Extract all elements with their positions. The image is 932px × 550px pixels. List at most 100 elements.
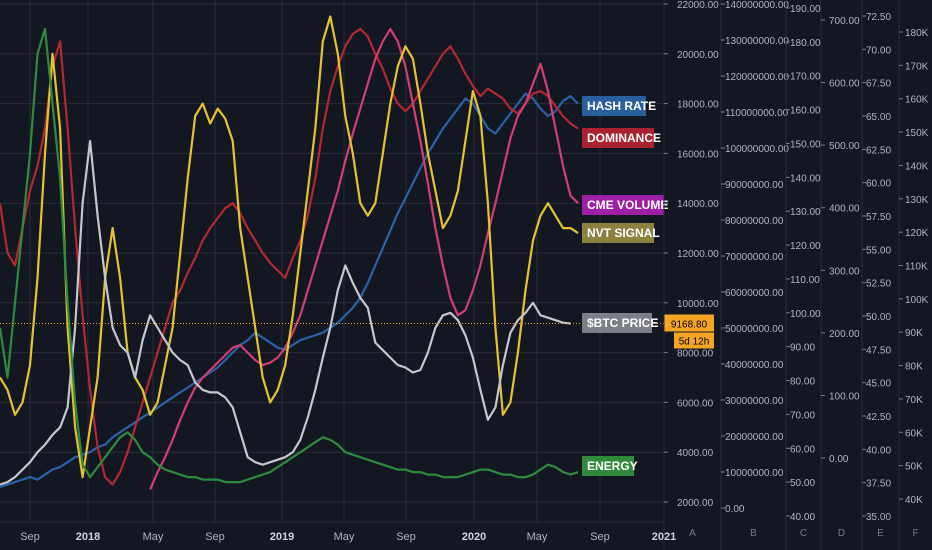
legend-label: $BTC PRICE	[587, 316, 658, 330]
legend-box[interactable]	[582, 128, 654, 148]
scale-d-label: 200.00	[829, 329, 860, 340]
scale-a-label: 14000.00	[677, 199, 719, 210]
scale-a-label: 20000.00	[677, 50, 719, 61]
scale-c-label: 40.00	[790, 512, 815, 523]
x-tick-label: 2019	[270, 531, 294, 543]
scale-a-label: 16000.00	[677, 149, 719, 160]
legend-box[interactable]	[582, 195, 664, 215]
legend-label: ENERGY	[587, 459, 638, 473]
scale-e-label: 42.50	[866, 412, 891, 423]
scale-b-label: 120000000.00	[725, 72, 789, 83]
series-line-dominance	[0, 27, 579, 486]
series-line-nvt-signal	[0, 15, 579, 479]
x-tick-label: May	[143, 531, 164, 543]
scale-a-label: 18000.00	[677, 100, 719, 111]
scale-d-label: 700.00	[829, 16, 860, 27]
scale-e-label: 60.00	[866, 179, 891, 190]
scale-e-label: 35.00	[866, 512, 891, 523]
x-tick-label: May	[527, 531, 548, 543]
scale-e-label: 40.00	[866, 445, 891, 456]
scale-b-label: 10000000.00	[725, 468, 784, 479]
scale-f-label: 100K	[905, 295, 929, 306]
scale-c-label: 50.00	[790, 478, 815, 489]
scale-e-label: 52.50	[866, 279, 891, 290]
legend-label: HASH RATE	[587, 99, 656, 113]
scale-f-label: 130K	[905, 195, 929, 206]
scale-letter-e[interactable]: E	[877, 528, 884, 539]
scale-letter-f[interactable]: F	[912, 528, 918, 539]
x-tick-label: May	[334, 531, 355, 543]
scale-b-label: 0.00	[725, 504, 745, 515]
scale-a-label: 4000.00	[677, 448, 714, 459]
legend-box[interactable]	[582, 223, 654, 243]
scale-letter-b[interactable]: B	[750, 528, 757, 539]
scale-c-label: 180.00	[790, 38, 821, 49]
legend-box[interactable]	[582, 313, 652, 333]
scale-f-label: 70K	[905, 395, 923, 406]
scale-f-label: 160K	[905, 95, 929, 106]
scale-b-label: 100000000.00	[725, 144, 789, 155]
scale-c-label: 120.00	[790, 241, 821, 252]
scale-b-label: 80000000.00	[725, 216, 784, 227]
legend-box[interactable]	[582, 456, 634, 476]
scale-e-label: 37.50	[866, 479, 891, 490]
scale-a-label: 6000.00	[677, 398, 714, 409]
scale-a-label: 2000.00	[677, 498, 714, 509]
scale-letter-d[interactable]: D	[838, 528, 845, 539]
series-line-energy	[0, 27, 579, 484]
scale-d-label: 400.00	[829, 204, 860, 215]
price-badge-label: 9168.80	[671, 319, 708, 330]
scale-c-label: 100.00	[790, 309, 821, 320]
scale-e-label: 50.00	[866, 312, 891, 323]
scale-b-label: 30000000.00	[725, 396, 784, 407]
x-tick-label: Sep	[205, 531, 225, 543]
scale-f-label: 40K	[905, 495, 923, 506]
series-line--btc-price	[0, 139, 571, 486]
legend-box[interactable]	[582, 96, 646, 116]
countdown-badge	[674, 332, 714, 349]
scale-b-label: 110000000.00	[725, 108, 789, 119]
countdown-label: 5d 12h	[679, 336, 710, 347]
scale-c-label: 60.00	[790, 444, 815, 455]
scale-f-label: 150K	[905, 128, 929, 139]
scale-letter-c[interactable]: C	[800, 528, 807, 539]
scale-d-label: 300.00	[829, 266, 860, 277]
scale-f-label: 170K	[905, 61, 929, 72]
scale-c-label: 160.00	[790, 106, 821, 117]
scale-e-label: 45.00	[866, 379, 891, 390]
scale-b-label: 140000000.00	[725, 0, 789, 11]
scale-b-label: 20000000.00	[725, 432, 784, 443]
scale-e-label: 57.50	[866, 212, 891, 223]
scale-f-label: 90K	[905, 328, 923, 339]
scale-f-label: 110K	[905, 262, 928, 273]
scale-b-label: 90000000.00	[725, 180, 784, 191]
scale-c-label: 90.00	[790, 343, 815, 354]
scale-f-label: 80K	[905, 362, 923, 373]
scale-f-label: 140K	[905, 161, 929, 172]
x-tick-label: Sep	[20, 531, 40, 543]
scale-a-label: 10000.00	[677, 299, 719, 310]
scale-d-label: 600.00	[829, 79, 860, 90]
legend-label: CME VOLUME	[587, 198, 668, 212]
scale-c-label: 130.00	[790, 207, 821, 218]
legend-label: DOMINANCE	[587, 131, 661, 145]
scale-e-label: 67.50	[866, 79, 891, 90]
price-badge	[664, 314, 714, 332]
scale-d-label: 0.00	[829, 454, 849, 465]
series-line-cme-volume	[149, 27, 579, 491]
legend-label: NVT SIGNAL	[587, 226, 660, 240]
scale-a-label: 8000.00	[677, 349, 714, 360]
scale-d-label: 500.00	[829, 141, 860, 152]
scale-letter-a[interactable]: A	[689, 528, 696, 539]
scale-f-label: 120K	[905, 228, 929, 239]
scale-c-label: 70.00	[790, 410, 815, 421]
x-tick-label: Sep	[396, 531, 416, 543]
scale-a-label: 22000.00	[677, 0, 719, 11]
scale-c-label: 80.00	[790, 377, 815, 388]
scale-f-label: 50K	[905, 462, 923, 473]
scale-e-label: 62.50	[866, 145, 891, 156]
scale-f-label: 180K	[905, 28, 929, 39]
scale-e-label: 65.00	[866, 112, 891, 123]
